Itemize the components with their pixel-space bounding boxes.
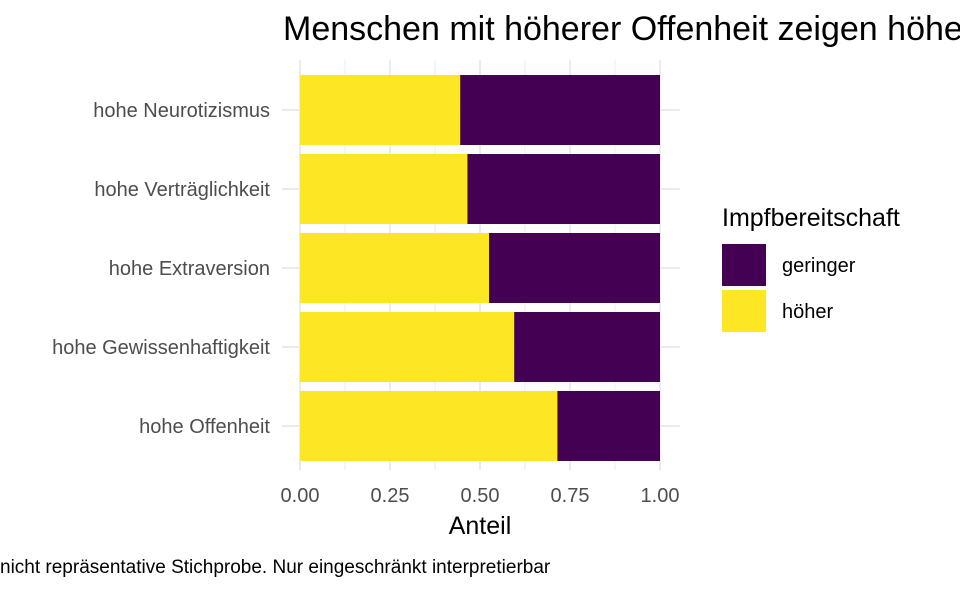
legend-label: geringer [782, 255, 856, 277]
legend-swatch [722, 290, 766, 332]
x-axis-label: Anteil [449, 512, 512, 540]
y-tick-label: hohe Neurotizismus [93, 100, 270, 122]
bars [300, 75, 660, 461]
legend-label: höher [782, 301, 833, 323]
x-tick-label: 0.75 [551, 485, 590, 507]
y-tick-label: hohe Extraversion [109, 258, 270, 280]
bar-hoeher-2 [300, 233, 489, 303]
y-tick-label: hohe Offenheit [139, 416, 270, 438]
legend-swatch [722, 244, 766, 286]
bar-geringer-3 [514, 312, 660, 382]
y-tick-label: hohe Gewissenhaftigkeit [52, 337, 270, 359]
x-tick-label: 0.00 [281, 485, 320, 507]
legend: Impfbereitschaft geringer höher [722, 204, 900, 332]
x-tick-label: 0.25 [371, 485, 410, 507]
y-tick-labels: hohe Neurotizismus hohe Verträglichkeit ho… [52, 100, 270, 438]
bar-hoeher-0 [300, 75, 461, 145]
x-tick-label: 0.50 [461, 485, 500, 507]
bar-geringer-4 [557, 391, 660, 461]
chart-title: Menschen mit höherer Offenheit zeigen hö… [283, 10, 960, 48]
bar-hoeher-3 [300, 312, 515, 382]
bar-hoeher-4 [300, 391, 558, 461]
bar-hoeher-1 [300, 154, 468, 224]
y-tick-label: hohe Verträglichkeit [94, 179, 270, 201]
x-tick-labels: 0.00 0.25 0.50 0.75 1.00 [281, 485, 680, 507]
bar-geringer-2 [489, 233, 660, 303]
caption: nicht repräsentative Stichprobe. Nur ein… [0, 557, 551, 578]
bar-geringer-0 [460, 75, 660, 145]
x-tick-label: 1.00 [641, 485, 680, 507]
legend-title: Impfbereitschaft [722, 204, 900, 232]
bar-geringer-1 [467, 154, 660, 224]
